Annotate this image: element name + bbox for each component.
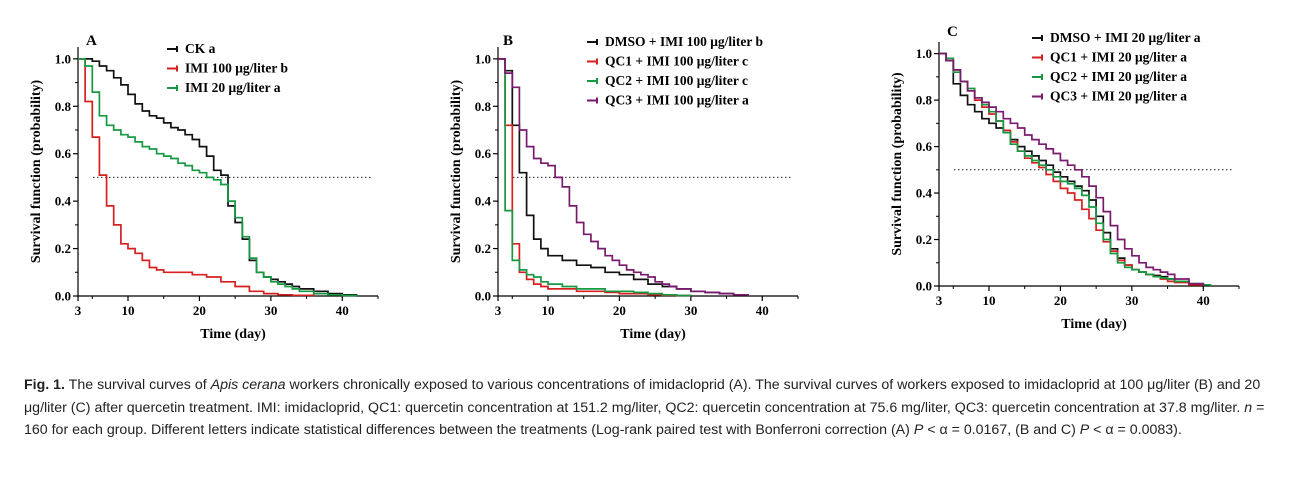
y-tick-label: 0.2 bbox=[475, 241, 491, 256]
y-tick-label: 1.0 bbox=[916, 46, 932, 61]
y-tick-label: 0.8 bbox=[55, 99, 72, 114]
survival-curve-4 bbox=[498, 58, 749, 296]
legend-label: QC2 + IMI 100 μg/liter c bbox=[605, 73, 748, 88]
y-tick-label: 0.6 bbox=[916, 139, 933, 154]
x-tick-label: 40 bbox=[336, 303, 349, 318]
legend-label: QC3 + IMI 20 μg/liter a bbox=[1050, 89, 1187, 104]
y-tick-label: 0.8 bbox=[916, 93, 933, 108]
survival-curve-2 bbox=[78, 58, 315, 297]
x-tick-label: 20 bbox=[193, 303, 206, 318]
legend-label: QC1 + IMI 100 μg/liter c bbox=[605, 54, 748, 69]
survival-curve-3 bbox=[78, 58, 358, 297]
caption-text-3: = 160 for each group. Different letters … bbox=[24, 399, 1265, 439]
x-tick-label: 10 bbox=[983, 293, 996, 308]
y-tick-label: 0.0 bbox=[55, 289, 71, 304]
caption-text-2: workers chronically exposed to various c… bbox=[24, 377, 1261, 416]
caption-fig-label: Fig. 1. bbox=[24, 377, 65, 393]
legend-label: QC1 + IMI 20 μg/liter a bbox=[1050, 50, 1187, 65]
x-tick-label: 3 bbox=[495, 303, 502, 318]
survival-curve-2 bbox=[498, 58, 692, 297]
caption-p-symbol-1: P bbox=[913, 422, 924, 439]
caption-text-5: < α = 0.0083). bbox=[1089, 422, 1182, 439]
y-tick-label: 0.4 bbox=[475, 194, 492, 209]
caption-p-symbol-2: P bbox=[1079, 422, 1090, 439]
chart-panel-a: A 0.0 0.2 0.4 0.6 0.8 1.0 3 10 20 30 40 Time (day) Su… bbox=[29, 33, 379, 342]
x-tick-label: 40 bbox=[756, 303, 769, 318]
survival-curve-3 bbox=[939, 52, 1212, 286]
y-tick-label: 0.2 bbox=[916, 232, 932, 247]
y-axis-title: Survival function (probability) bbox=[29, 80, 44, 264]
x-axis-title: Time (day) bbox=[200, 327, 266, 342]
x-axis-title: Time (day) bbox=[1061, 317, 1127, 332]
legend-label: DMSO + IMI 100 μg/liter b bbox=[605, 34, 763, 49]
x-tick-label: 3 bbox=[75, 303, 82, 318]
legend-label: IMI 20 μg/liter a bbox=[185, 80, 281, 95]
y-tick-label: 0.6 bbox=[55, 146, 72, 161]
y-tick-label: 1.0 bbox=[55, 51, 71, 66]
x-tick-label: 20 bbox=[1054, 293, 1067, 308]
figure-caption: Fig. 1. The survival curves of Apis cera… bbox=[24, 374, 1286, 442]
legend-label: QC3 + IMI 100 μg/liter a bbox=[605, 93, 749, 108]
legend-label: DMSO + IMI 20 μg/liter a bbox=[1050, 30, 1201, 45]
y-tick-label: 0.4 bbox=[55, 194, 72, 209]
survival-curve-3 bbox=[498, 58, 692, 297]
survival-curve-1 bbox=[78, 58, 358, 296]
chart-panel-c: C 0.0 0.2 0.4 0.6 0.8 1.0 3 10 20 30 40 Time (day) Su… bbox=[890, 24, 1240, 332]
x-tick-label: 40 bbox=[1197, 293, 1210, 308]
x-tick-label: 30 bbox=[1125, 293, 1138, 308]
y-tick-label: 1.0 bbox=[475, 51, 491, 66]
chart-panel-b: B 0.0 0.2 0.4 0.6 0.8 1.0 3 10 20 30 40 Time (day) Su… bbox=[449, 33, 799, 342]
caption-species: Apis cerana bbox=[210, 377, 286, 393]
y-tick-label: 0.2 bbox=[55, 241, 71, 256]
y-tick-label: 0.0 bbox=[475, 289, 491, 304]
caption-text-4: < α = 0.0167, (B and C) bbox=[923, 422, 1080, 439]
caption-n-symbol: n bbox=[1244, 399, 1253, 416]
x-tick-label: 10 bbox=[542, 303, 555, 318]
legend-label: QC2 + IMI 20 μg/liter a bbox=[1050, 69, 1187, 84]
survival-curve-4 bbox=[939, 52, 1205, 286]
y-tick-label: 0.4 bbox=[916, 186, 933, 201]
caption-text-1: The survival curves of bbox=[65, 377, 211, 393]
x-tick-label: 30 bbox=[684, 303, 697, 318]
y-tick-label: 0.6 bbox=[475, 146, 492, 161]
legend-label: IMI 100 μg/liter b bbox=[185, 61, 288, 76]
y-axis-title: Survival function (probability) bbox=[449, 80, 464, 264]
panel-letter: C bbox=[947, 24, 958, 40]
x-tick-label: 20 bbox=[613, 303, 626, 318]
y-tick-label: 0.8 bbox=[475, 99, 492, 114]
x-tick-label: 10 bbox=[122, 303, 135, 318]
x-axis-title: Time (day) bbox=[620, 327, 686, 342]
x-tick-label: 3 bbox=[936, 293, 943, 308]
panel-letter: A bbox=[86, 33, 97, 49]
y-axis-title: Survival function (probability) bbox=[890, 72, 905, 256]
legend-label: CK a bbox=[185, 41, 216, 56]
survival-curves-figure: A 0.0 0.2 0.4 0.6 0.8 1.0 3 10 20 30 40 Time (day) Su… bbox=[29, 24, 1240, 342]
y-tick-label: 0.0 bbox=[916, 279, 932, 294]
panel-letter: B bbox=[503, 33, 513, 49]
x-tick-label: 30 bbox=[264, 303, 277, 318]
